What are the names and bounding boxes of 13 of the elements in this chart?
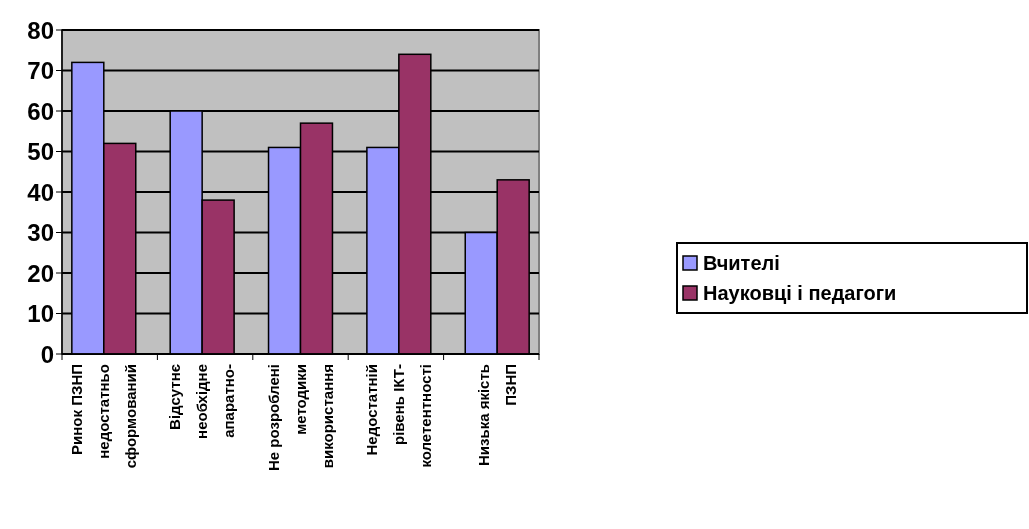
y-tick-label: 50 <box>27 138 54 166</box>
y-tick-label: 0 <box>40 340 54 368</box>
y-tick-label: 10 <box>27 300 54 328</box>
y-tick-label: 80 <box>27 16 54 44</box>
legend-label: Науковці і педагоги <box>703 282 897 305</box>
y-tick-label: 70 <box>27 57 54 85</box>
x-tick-label: Ринок ПЗНП недостатньо сформований <box>68 364 140 469</box>
x-tick-label: Низька якість ПЗНП <box>474 364 519 467</box>
legend-label: Вчителі <box>703 252 780 275</box>
y-tick-label: 40 <box>27 178 54 206</box>
y-tick-label: 30 <box>27 219 54 247</box>
y-tick-label: 60 <box>27 97 54 125</box>
y-tick-label: 20 <box>27 259 54 287</box>
